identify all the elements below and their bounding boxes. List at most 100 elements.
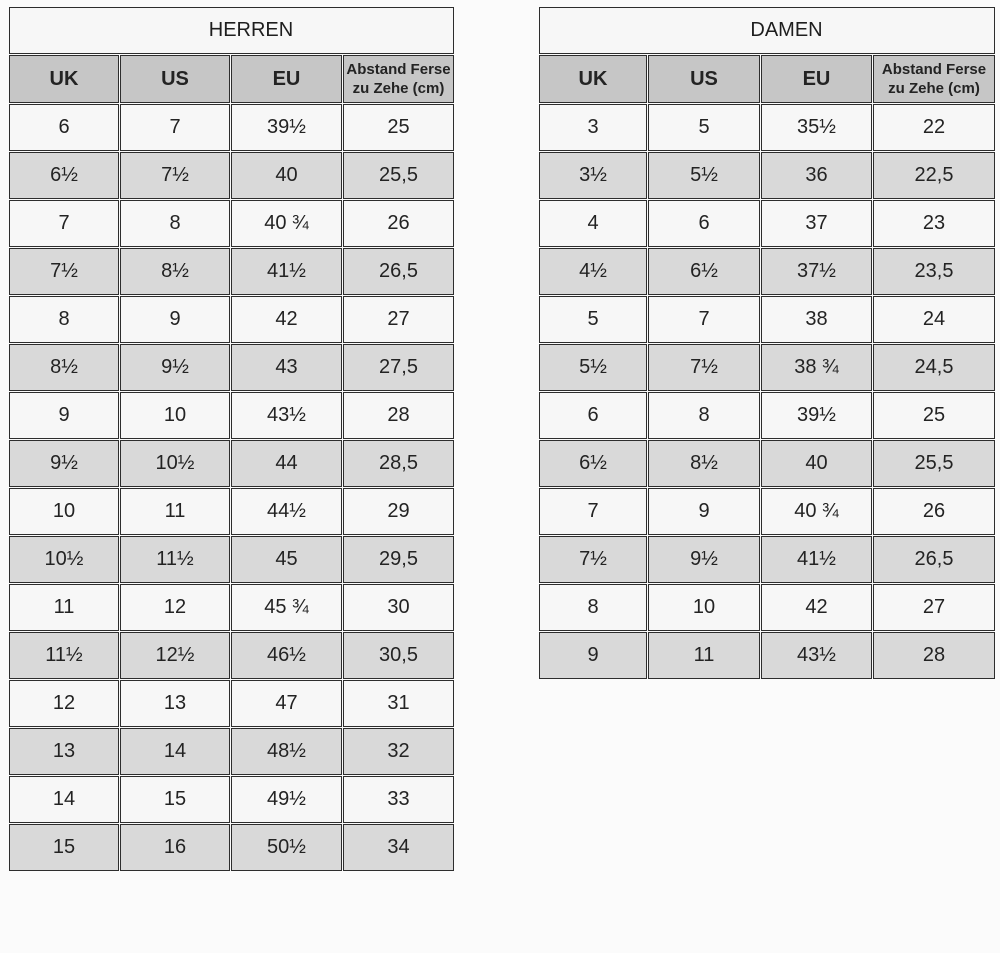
table-cell: 8 bbox=[648, 392, 760, 439]
table-row: 6½ 7½ 40 25,5 bbox=[9, 152, 454, 199]
table-cell: 44 bbox=[231, 440, 342, 487]
table-cell: 6½ bbox=[539, 440, 647, 487]
table-cell: 39½ bbox=[761, 392, 872, 439]
table-cell: 22,5 bbox=[873, 152, 995, 199]
herren-header-row: UK US EU Abstand Ferse zu Zehe (cm) bbox=[9, 55, 454, 103]
table-row: 11½ 12½ 46½ 30,5 bbox=[9, 632, 454, 679]
table-cell: 15 bbox=[120, 776, 230, 823]
table-cell: 8½ bbox=[9, 344, 119, 391]
table-cell: 7 bbox=[9, 200, 119, 247]
table-cell: 10½ bbox=[120, 440, 230, 487]
table-cell: 13 bbox=[9, 728, 119, 775]
table-cell: 8½ bbox=[120, 248, 230, 295]
table-cell: 30,5 bbox=[343, 632, 454, 679]
table-cell: 3 bbox=[539, 104, 647, 151]
herren-table-title: HERREN bbox=[9, 7, 454, 54]
table-cell: 35½ bbox=[761, 104, 872, 151]
column-header-us: US bbox=[648, 55, 760, 103]
table-cell: 7 bbox=[648, 296, 760, 343]
table-cell: 8 bbox=[539, 584, 647, 631]
table-cell: 5½ bbox=[539, 344, 647, 391]
table-row: 6 8 39½ 25 bbox=[539, 392, 995, 439]
table-cell: 25 bbox=[343, 104, 454, 151]
table-cell: 50½ bbox=[231, 824, 342, 871]
table-row: 14 15 49½ 33 bbox=[9, 776, 454, 823]
table-cell: 7½ bbox=[648, 344, 760, 391]
table-cell: 48½ bbox=[231, 728, 342, 775]
table-row: 7½ 8½ 41½ 26,5 bbox=[9, 248, 454, 295]
table-cell: 23,5 bbox=[873, 248, 995, 295]
table-cell: 41½ bbox=[761, 536, 872, 583]
table-cell: 7½ bbox=[120, 152, 230, 199]
table-cell: 40 ¾ bbox=[761, 488, 872, 535]
damen-size-table: DAMEN UK US EU Abstand Ferse zu Zehe (cm… bbox=[538, 6, 996, 680]
table-cell: 6½ bbox=[9, 152, 119, 199]
table-cell: 22 bbox=[873, 104, 995, 151]
table-cell: 9½ bbox=[9, 440, 119, 487]
table-cell: 10 bbox=[120, 392, 230, 439]
table-cell: 27,5 bbox=[343, 344, 454, 391]
table-cell: 14 bbox=[9, 776, 119, 823]
table-row: 11 12 45 ¾ 30 bbox=[9, 584, 454, 631]
table-cell: 11½ bbox=[9, 632, 119, 679]
table-cell: 42 bbox=[231, 296, 342, 343]
column-header-abstand: Abstand Ferse zu Zehe (cm) bbox=[873, 55, 995, 103]
table-row: 10½ 11½ 45 29,5 bbox=[9, 536, 454, 583]
damen-table-title: DAMEN bbox=[539, 7, 995, 54]
table-cell: 38 bbox=[761, 296, 872, 343]
table-row: 8 9 42 27 bbox=[9, 296, 454, 343]
damen-table-head: DAMEN UK US EU Abstand Ferse zu Zehe (cm… bbox=[539, 7, 995, 103]
table-row: 10 11 44½ 29 bbox=[9, 488, 454, 535]
table-cell: 14 bbox=[120, 728, 230, 775]
table-cell: 11½ bbox=[120, 536, 230, 583]
table-row: 9½ 10½ 44 28,5 bbox=[9, 440, 454, 487]
table-cell: 39½ bbox=[231, 104, 342, 151]
table-cell: 8 bbox=[120, 200, 230, 247]
table-cell: 24,5 bbox=[873, 344, 995, 391]
table-cell: 37 bbox=[761, 200, 872, 247]
table-cell: 11 bbox=[648, 632, 760, 679]
column-header-abstand: Abstand Ferse zu Zehe (cm) bbox=[343, 55, 454, 103]
table-row: 9 11 43½ 28 bbox=[539, 632, 995, 679]
table-row: 4½ 6½ 37½ 23,5 bbox=[539, 248, 995, 295]
table-cell: 7 bbox=[539, 488, 647, 535]
table-cell: 7½ bbox=[9, 248, 119, 295]
table-row: 3 5 35½ 22 bbox=[539, 104, 995, 151]
table-cell: 12 bbox=[9, 680, 119, 727]
table-cell: 28,5 bbox=[343, 440, 454, 487]
table-row: 5½ 7½ 38 ¾ 24,5 bbox=[539, 344, 995, 391]
table-cell: 7½ bbox=[539, 536, 647, 583]
table-cell: 9 bbox=[539, 632, 647, 679]
table-row: 9 10 43½ 28 bbox=[9, 392, 454, 439]
table-cell: 12½ bbox=[120, 632, 230, 679]
damen-table-body: 3 5 35½ 22 3½ 5½ 36 22,5 4 6 37 23 4½ 6½ 37½ 23,5 5 7 38 24… bbox=[539, 104, 995, 679]
table-cell: 40 bbox=[761, 440, 872, 487]
table-cell: 7 bbox=[120, 104, 230, 151]
table-row: 15 16 50½ 34 bbox=[9, 824, 454, 871]
table-cell: 42 bbox=[761, 584, 872, 631]
table-cell: 10 bbox=[9, 488, 119, 535]
herren-title-row: HERREN bbox=[9, 7, 454, 54]
table-cell: 5 bbox=[539, 296, 647, 343]
table-cell: 11 bbox=[120, 488, 230, 535]
table-cell: 45 bbox=[231, 536, 342, 583]
table-cell: 26 bbox=[343, 200, 454, 247]
herren-table-head: HERREN UK US EU Abstand Ferse zu Zehe (c… bbox=[9, 7, 454, 103]
table-row: 12 13 47 31 bbox=[9, 680, 454, 727]
herren-table-body: 6 7 39½ 25 6½ 7½ 40 25,5 7 8 40 ¾ 26 7½ 8½ 41½ 26,5 8 9 42… bbox=[9, 104, 454, 871]
table-row: 4 6 37 23 bbox=[539, 200, 995, 247]
table-cell: 6 bbox=[539, 392, 647, 439]
table-cell: 13 bbox=[120, 680, 230, 727]
table-cell: 29 bbox=[343, 488, 454, 535]
table-cell: 30 bbox=[343, 584, 454, 631]
table-cell: 10½ bbox=[9, 536, 119, 583]
column-header-uk: UK bbox=[9, 55, 119, 103]
column-header-eu: EU bbox=[761, 55, 872, 103]
table-cell: 32 bbox=[343, 728, 454, 775]
table-cell: 9½ bbox=[648, 536, 760, 583]
table-cell: 47 bbox=[231, 680, 342, 727]
table-row: 8½ 9½ 43 27,5 bbox=[9, 344, 454, 391]
table-cell: 26,5 bbox=[873, 536, 995, 583]
table-cell: 3½ bbox=[539, 152, 647, 199]
table-cell: 26,5 bbox=[343, 248, 454, 295]
